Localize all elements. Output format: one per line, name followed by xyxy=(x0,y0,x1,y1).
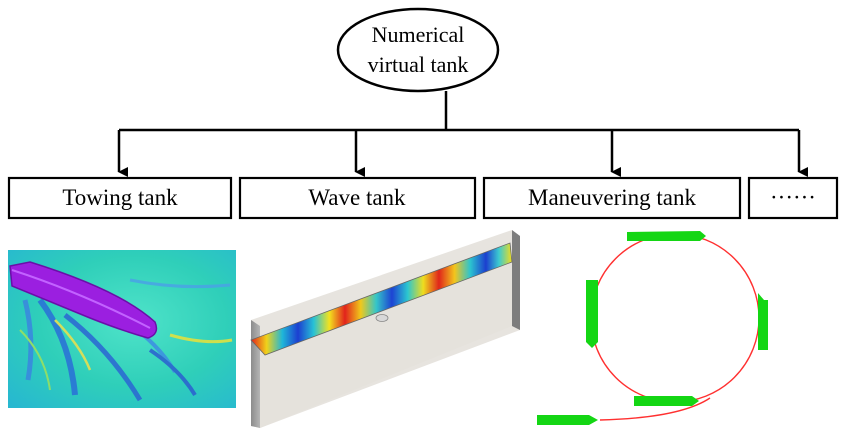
maneuvering-illustration xyxy=(537,231,768,425)
ship-icon-top xyxy=(627,231,706,241)
tank-floor xyxy=(260,262,512,428)
towing-illustration xyxy=(8,250,236,408)
ship-icon-left xyxy=(586,280,598,348)
ship-icon-start xyxy=(537,415,598,425)
child-box-more xyxy=(747,176,839,220)
child-label-more: ······ xyxy=(770,185,816,210)
root-label-line-2: virtual tank xyxy=(368,52,469,77)
child-label-towing: Towing tank xyxy=(62,185,178,210)
child-node-more: ······ xyxy=(747,176,839,220)
child-box-towing xyxy=(7,176,233,220)
tank-side-wall xyxy=(512,230,520,330)
turning-circle-path xyxy=(590,233,760,403)
connectors xyxy=(117,91,808,177)
wave-illustration xyxy=(250,230,520,428)
root-ellipse xyxy=(336,7,500,93)
approach-path xyxy=(599,397,711,421)
child-node-towing: Towing tank xyxy=(7,176,233,220)
tank-front-wall xyxy=(251,320,260,428)
root-label-line-1: Numerical xyxy=(372,22,465,47)
child-label-wave: Wave tank xyxy=(308,185,406,210)
child-label-maneuvering: Maneuvering tank xyxy=(528,185,696,210)
root-node: Numerical virtual tank xyxy=(336,7,500,93)
child-box-wave xyxy=(238,176,477,220)
child-box-maneuvering xyxy=(482,176,742,220)
wave-surface xyxy=(251,243,512,355)
ship-icon-bottom xyxy=(634,396,699,406)
child-node-wave: Wave tank xyxy=(238,176,477,220)
ship-icon-right xyxy=(758,293,768,350)
tank-model-icon xyxy=(375,314,389,322)
child-node-maneuvering: Maneuvering tank xyxy=(482,176,742,220)
